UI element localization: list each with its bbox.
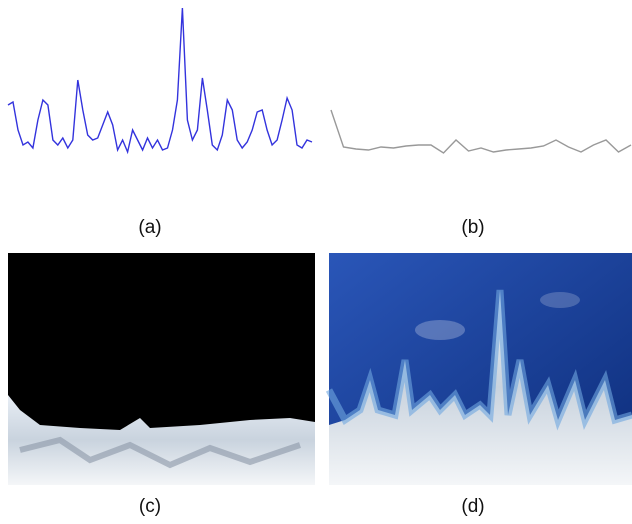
figure: (a) (b) (c) (d) [0, 0, 632, 524]
line [8, 8, 312, 152]
line [331, 110, 631, 153]
panel-label: (c) [139, 496, 161, 517]
panel-label: (b) [461, 217, 484, 238]
panel-d-image [329, 253, 632, 485]
panel-c-image [8, 253, 315, 485]
panel-label: (d) [461, 496, 484, 517]
panel-label: (a) [138, 217, 161, 238]
